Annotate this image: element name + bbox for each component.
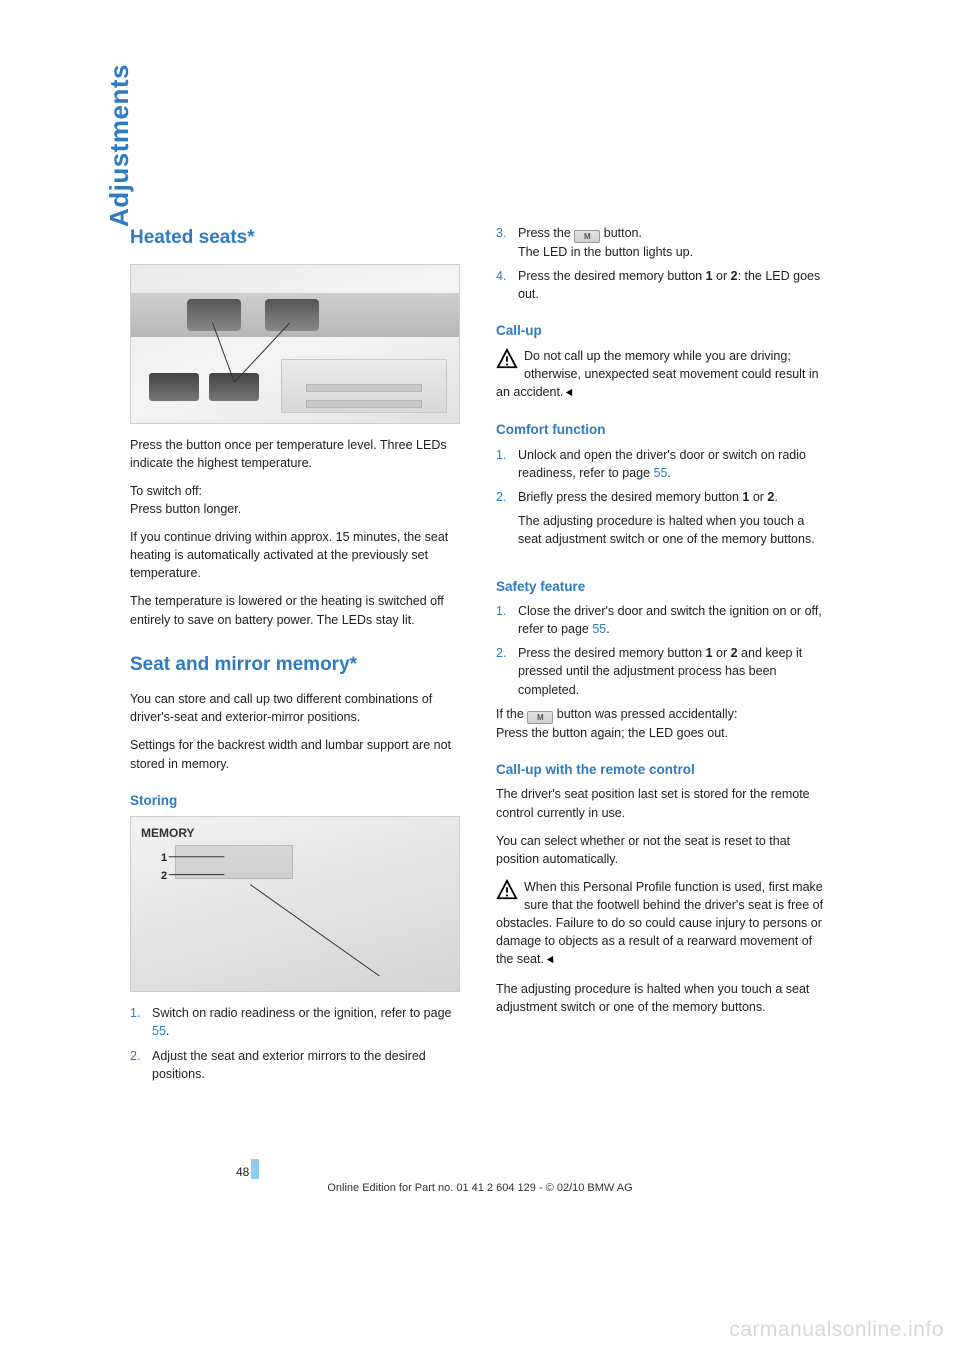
footer-text: Online Edition for Part no. 01 41 2 604 … bbox=[0, 1182, 960, 1194]
end-mark-icon bbox=[565, 384, 574, 402]
warning-icon bbox=[496, 879, 518, 901]
page-body: Adjustments Heated seats* Press bbox=[0, 0, 960, 1358]
m-button-icon: M bbox=[574, 230, 600, 243]
warning-icon bbox=[496, 348, 518, 370]
body-text: The temperature is lowered or the heatin… bbox=[130, 592, 460, 628]
list-number: 3. bbox=[496, 224, 518, 261]
storing-steps-contd: 3. Press the M button. The LED in the bu… bbox=[496, 224, 826, 303]
body-text: If the M button was pressed accidentally… bbox=[496, 705, 826, 742]
content-columns: Heated seats* Press the button once per … bbox=[130, 224, 870, 1089]
list-item: 1. Close the driver's door and switch th… bbox=[496, 602, 826, 638]
page-link[interactable]: 55 bbox=[152, 1024, 166, 1038]
heading-seat-memory: Seat and mirror memory* bbox=[130, 651, 460, 679]
right-column: 3. Press the M button. The LED in the bu… bbox=[496, 224, 826, 1089]
heading-heated-seats: Heated seats* bbox=[130, 224, 460, 252]
body-text: The driver's seat position last set is s… bbox=[496, 785, 826, 821]
heading-callup-remote: Call-up with the remote control bbox=[496, 760, 826, 780]
m-button-icon: M bbox=[527, 711, 553, 724]
list-item: 1. Unlock and open the driver's door or … bbox=[496, 446, 826, 482]
warning-block: When this Personal Profile function is u… bbox=[496, 878, 826, 970]
body-text: Settings for the backrest width and lumb… bbox=[130, 736, 460, 772]
list-number: 4. bbox=[496, 267, 518, 303]
comfort-steps: 1. Unlock and open the driver's door or … bbox=[496, 446, 826, 559]
body-text: To switch off: Press button longer. bbox=[130, 482, 460, 518]
safety-steps: 1. Close the driver's door and switch th… bbox=[496, 602, 826, 699]
page-link[interactable]: 55 bbox=[592, 622, 606, 636]
list-item: 1. Switch on radio readiness or the igni… bbox=[130, 1004, 460, 1040]
body-text: Press the button once per temperature le… bbox=[130, 436, 460, 472]
list-item: 3. Press the M button. The LED in the bu… bbox=[496, 224, 826, 261]
warning-block: Do not call up the memory while you are … bbox=[496, 347, 826, 402]
heading-safety-feature: Safety feature bbox=[496, 577, 826, 597]
left-column: Heated seats* Press the button once per … bbox=[130, 224, 460, 1089]
list-number: 2. bbox=[496, 644, 518, 698]
body-text: If you continue driving within approx. 1… bbox=[130, 528, 460, 582]
body-text: The adjusting procedure is halted when y… bbox=[518, 512, 826, 548]
section-tab-label: Adjustments bbox=[104, 64, 135, 227]
body-text: You can store and call up two different … bbox=[130, 690, 460, 726]
figure-heated-seats bbox=[130, 264, 460, 424]
end-mark-icon bbox=[546, 951, 555, 969]
list-item: 2. Press the desired memory button 1 or … bbox=[496, 644, 826, 698]
page-number: 48 bbox=[236, 1159, 259, 1179]
list-item: 2. Briefly press the desired memory butt… bbox=[496, 488, 826, 558]
page-number-value: 48 bbox=[236, 1165, 249, 1179]
page-link[interactable]: 55 bbox=[654, 466, 668, 480]
list-number: 2. bbox=[496, 488, 518, 558]
list-item: 4. Press the desired memory button 1 or … bbox=[496, 267, 826, 303]
list-number: 1. bbox=[496, 602, 518, 638]
list-number: 2. bbox=[130, 1047, 152, 1083]
page-number-bar bbox=[251, 1159, 259, 1179]
storing-steps: 1. Switch on radio readiness or the igni… bbox=[130, 1004, 460, 1083]
body-text: You can select whether or not the seat i… bbox=[496, 832, 826, 868]
list-item: 2. Adjust the seat and exterior mirrors … bbox=[130, 1047, 460, 1083]
list-number: 1. bbox=[130, 1004, 152, 1040]
heading-call-up: Call-up bbox=[496, 321, 826, 341]
heading-comfort-function: Comfort function bbox=[496, 420, 826, 440]
list-number: 1. bbox=[496, 446, 518, 482]
watermark-text: carmanualsonline.info bbox=[729, 1318, 944, 1342]
heading-storing: Storing bbox=[130, 791, 460, 811]
body-text: The adjusting procedure is halted when y… bbox=[496, 980, 826, 1016]
figure-memory-buttons: MEMORY 1 2 bbox=[130, 816, 460, 992]
